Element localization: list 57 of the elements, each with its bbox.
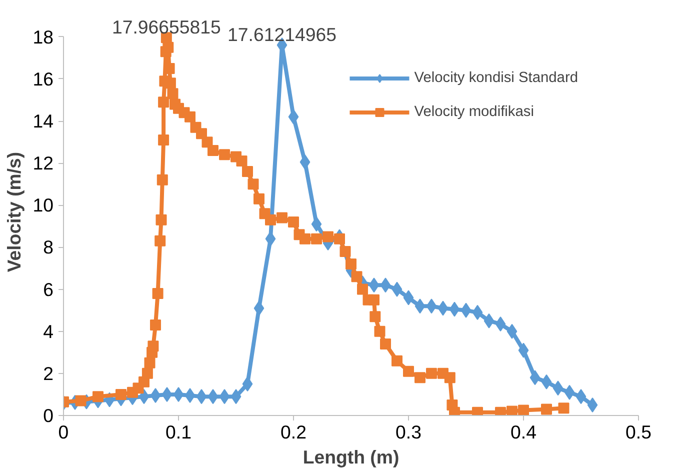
y-tick-label: 14 [32,110,54,132]
point [472,304,483,320]
y-tick-label: 8 [43,236,54,258]
y-tick-label: 2 [43,362,54,384]
point [587,397,598,412]
point [173,386,184,402]
point [288,109,299,124]
y-tick-label: 12 [32,152,54,174]
point [254,300,264,316]
point [564,384,575,400]
point [392,282,402,297]
point [184,388,196,404]
point [438,300,448,316]
point [506,324,518,339]
y-tick-label: 6 [43,278,54,300]
point [150,388,161,404]
legend-label: Velocity modifikasi [414,104,534,120]
point [403,290,414,306]
y-tick-label: 0 [43,405,54,426]
point [449,302,460,317]
point [495,316,506,332]
point [219,389,230,404]
y-tick-label: 18 [32,26,54,48]
y-tick-label: 4 [43,320,54,342]
y-tick-label: 10 [32,194,54,216]
x-axis-title: Length (m) [302,446,400,468]
x-tick-label: 0.3 [396,422,422,442]
point [484,313,494,328]
point [242,376,253,392]
y-axis-title: Velocity (m/s) [4,152,25,272]
point [552,380,564,396]
point [380,278,391,293]
point [368,278,380,293]
annotation: 17.61214965 [228,24,336,46]
point [530,370,540,386]
point [230,389,242,404]
point [138,389,150,404]
y-tick-label: 16 [32,68,54,90]
point [162,386,172,402]
x-tick-label: 0.2 [280,422,306,442]
point [460,302,472,318]
annotation: 17.96655815 [112,16,221,38]
x-tick-label: 0.5 [626,422,652,442]
x-tick-label: 0 [58,422,69,442]
x-tick-label: 0.1 [166,422,192,442]
point [518,342,529,358]
point [541,374,552,390]
point [196,389,207,404]
point [576,389,586,404]
x-tick-label: 0.4 [510,422,536,442]
point [311,216,322,232]
point [265,231,276,246]
point [208,389,218,404]
point [300,154,310,170]
point [426,298,437,314]
legend-label: Velocity kondisi Standard [414,70,578,86]
point [414,298,426,314]
